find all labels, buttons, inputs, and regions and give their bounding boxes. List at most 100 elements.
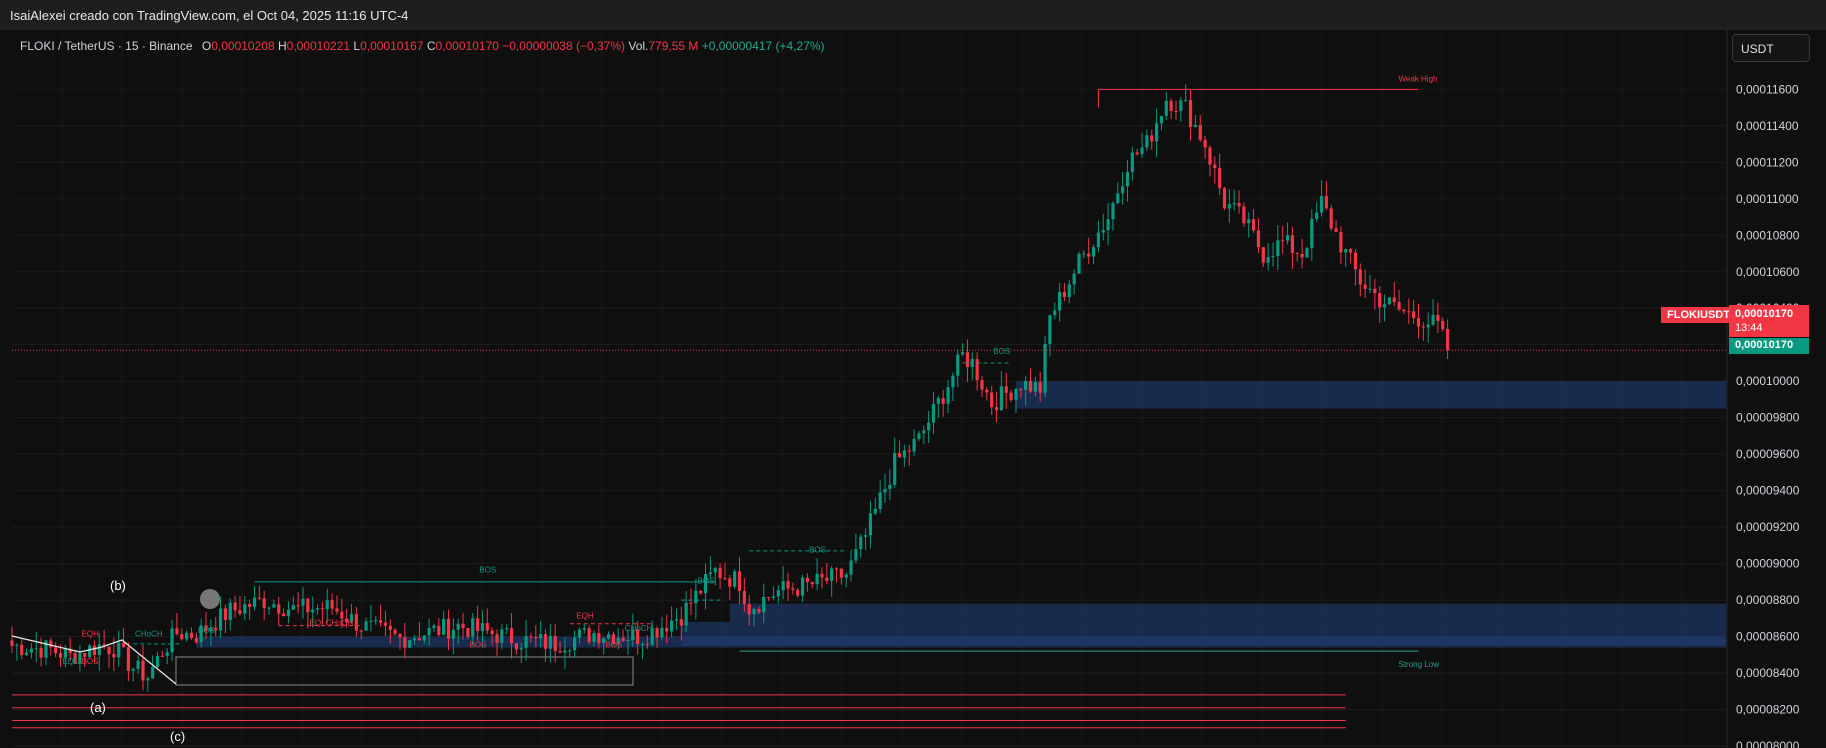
candle-body [1247, 219, 1251, 224]
candle-body [956, 354, 960, 376]
candle-body [451, 629, 455, 639]
candle-body [204, 625, 208, 632]
candle-body [543, 634, 548, 649]
candle-body [1043, 344, 1047, 393]
open-label: O [201, 39, 212, 53]
candle-body [243, 604, 247, 614]
candle-body [500, 629, 504, 643]
candle-body [636, 629, 640, 645]
candle-body [1300, 254, 1304, 258]
y-tick-label: 0,00008800 [1736, 593, 1800, 607]
open-value: 0,00010208 [211, 39, 275, 53]
candle-body [1218, 168, 1222, 189]
candle-body [1353, 252, 1358, 270]
candle-body [999, 386, 1003, 411]
candle-body [631, 629, 635, 640]
candle-body [218, 608, 223, 631]
candle-body [112, 653, 116, 658]
candle-body [1058, 291, 1062, 311]
candle-body [466, 628, 470, 637]
candle-body [922, 430, 926, 434]
candle-body [1091, 247, 1096, 257]
candle-body [1431, 314, 1435, 325]
candle-body [519, 647, 523, 650]
candle-body [907, 450, 911, 452]
y-tick-label: 0,00010600 [1736, 265, 1800, 279]
candle-body [1242, 206, 1246, 224]
candle-body [1062, 291, 1067, 298]
candle-body [859, 536, 863, 550]
volume-label: Vol. [628, 39, 649, 53]
candle-body [427, 627, 431, 636]
candle-body [1382, 304, 1387, 308]
candle-body [257, 597, 261, 599]
candle-body [1232, 203, 1236, 205]
wave-line [11, 635, 177, 685]
candle-body [1387, 297, 1391, 305]
structure-label: BOS [479, 566, 496, 575]
candle-body [151, 667, 155, 679]
candle-body [1184, 99, 1188, 101]
candle-body [548, 636, 552, 649]
candle-body [1169, 100, 1173, 112]
candle-body [403, 637, 407, 648]
y-tick-label: 0,00009800 [1736, 411, 1800, 425]
currency-button[interactable]: USDT [1732, 34, 1810, 62]
candle-body [165, 652, 169, 656]
candle-body [713, 567, 717, 573]
low-label: L [353, 39, 361, 53]
structure-label: BOS [809, 546, 826, 555]
candle-body [733, 571, 737, 587]
candle-body [1004, 386, 1008, 393]
candle-body [742, 590, 746, 605]
candle-body [412, 638, 417, 641]
candle-body [354, 614, 358, 631]
candle-body [1266, 257, 1270, 263]
candle-body [771, 596, 776, 598]
candle-body [1033, 381, 1037, 392]
structure-label: BOS [82, 657, 99, 666]
volume-value: 779,55 M [648, 39, 699, 53]
candle-body [864, 535, 868, 537]
y-tick-label: 0,00011600 [1736, 82, 1799, 96]
candle-body [194, 637, 198, 643]
last-price-tag: 0,00010170 13:44 [1729, 305, 1809, 337]
candle-body [568, 650, 572, 652]
candle-body [1368, 288, 1372, 290]
candle-body [1130, 152, 1134, 172]
candle-body [286, 609, 291, 617]
candle-body [330, 600, 334, 609]
candle-body [1193, 125, 1197, 128]
candle-body [767, 596, 771, 598]
candle-body [1319, 196, 1324, 213]
candle-body [931, 403, 936, 423]
candle-body [1281, 240, 1285, 242]
candle-body [1315, 212, 1319, 219]
candle-body [1402, 309, 1406, 312]
candle-body [965, 352, 970, 367]
candle-body [587, 628, 591, 643]
structure-label: BOS [470, 641, 487, 650]
candle-body [1252, 219, 1256, 231]
candle-body [650, 628, 654, 645]
candle-body [155, 655, 160, 668]
candle-body [1276, 240, 1280, 257]
candle-body [214, 627, 218, 631]
ticker-tag: FLOKIUSDT [1661, 307, 1736, 323]
candle-body [679, 619, 683, 626]
candle-body [345, 618, 349, 623]
candle-body [1446, 329, 1450, 351]
candle-body [1014, 388, 1018, 400]
candle-body [592, 633, 596, 643]
candle-body [946, 387, 950, 404]
candle-body [834, 568, 839, 570]
candle-body [1024, 380, 1028, 390]
y-tick-label: 0,00009600 [1736, 447, 1800, 461]
candle-body [994, 407, 999, 411]
candle-body [369, 620, 373, 622]
structure-label: BOS [698, 577, 715, 586]
candle-body [776, 590, 780, 597]
candle-body [34, 647, 38, 649]
symbol-label[interactable]: FLOKI / TetherUS · 15 · Binance [20, 39, 193, 53]
